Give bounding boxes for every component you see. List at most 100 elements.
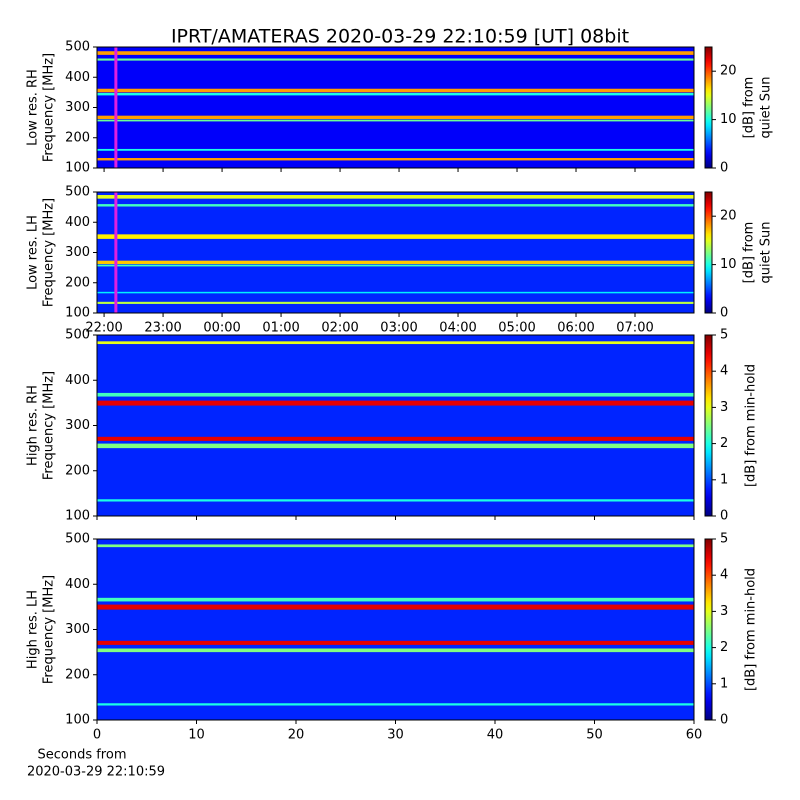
- heatmap-band: [97, 400, 694, 406]
- x-tick-label: 0: [93, 728, 101, 743]
- y-label: Low res. RH: [26, 69, 41, 146]
- y-tick-label: 200: [65, 463, 90, 478]
- y-label: Frequency [MHz]: [42, 371, 57, 480]
- colorbar-tick-label: 0: [720, 509, 728, 524]
- x-tick-label: 60: [686, 728, 703, 743]
- colorbar-label: quiet Sun: [759, 76, 774, 138]
- colorbar-tick-label: 0: [720, 713, 728, 728]
- heatmap-band: [97, 436, 694, 441]
- y-label: High res. LH: [26, 590, 41, 669]
- x-tick-label: 03:00: [380, 321, 417, 336]
- x-tick-label: 04:00: [439, 321, 476, 336]
- figure-title: IPRT/AMATERAS 2020-03-29 22:10:59 [UT] 0…: [171, 26, 629, 48]
- heatmap-band: [97, 51, 694, 55]
- colorbar-tick-label: 1: [720, 676, 728, 691]
- colorbar-tick-label: 10: [720, 257, 737, 272]
- colorbar-label: [dB] from min-hold: [744, 568, 759, 691]
- heatmap-background: [97, 539, 694, 720]
- y-label: Frequency [MHz]: [42, 53, 57, 162]
- colorbar-tick-label: 20: [720, 209, 737, 224]
- heatmap-band: [97, 341, 694, 345]
- x-label: Seconds from: [37, 748, 126, 763]
- heatmap-band: [97, 640, 694, 645]
- heatmap-band: [97, 58, 694, 61]
- heatmap-band: [97, 92, 694, 96]
- colorbar: [704, 46, 713, 169]
- heatmap-band: [97, 88, 694, 93]
- y-tick-label: 400: [65, 577, 90, 592]
- y-label: Low res. LH: [26, 215, 41, 290]
- y-label: High res. RH: [26, 385, 41, 466]
- colorbar-tick-label: 2: [720, 436, 728, 451]
- colorbar-tick-label: 5: [720, 328, 728, 343]
- colorbar-tick-label: 3: [720, 604, 728, 619]
- y-tick-label: 100: [65, 509, 90, 524]
- y-tick-label: 500: [65, 185, 90, 200]
- x-tick-label: 20: [288, 728, 305, 743]
- y-tick-label: 500: [65, 328, 90, 343]
- heatmap-band: [97, 544, 694, 548]
- colorbar-label: [dB] from min-hold: [744, 364, 759, 487]
- colorbar-tick-label: 0: [720, 306, 728, 321]
- x-tick-label: 10: [188, 728, 205, 743]
- heatmap-band: [97, 443, 694, 449]
- x-tick-label: 05:00: [498, 321, 535, 336]
- y-tick-label: 400: [65, 373, 90, 388]
- colorbar-tick-label: 4: [720, 364, 728, 379]
- heatmap-band: [97, 204, 694, 207]
- heatmap-band: [97, 604, 694, 610]
- heatmap-background: [97, 192, 694, 313]
- colorbar-tick-label: 2: [720, 640, 728, 655]
- colorbar-label: quiet Sun: [759, 221, 774, 283]
- x-tick-label: 22:00: [85, 321, 122, 336]
- y-tick-label: 400: [65, 70, 90, 85]
- colorbar-tick-label: 4: [720, 568, 728, 583]
- heatmap-band: [97, 264, 694, 267]
- x-tick-label: 30: [387, 728, 404, 743]
- heatmap-background: [97, 335, 694, 516]
- heatmap-band: [97, 234, 694, 239]
- colorbar: [704, 538, 713, 721]
- colorbar-tick-label: 1: [720, 472, 728, 487]
- heatmap-band: [97, 148, 694, 151]
- x-tick-label: 00:00: [203, 321, 240, 336]
- y-tick-label: 100: [65, 713, 90, 728]
- heatmap-band: [97, 392, 694, 397]
- colorbar-tick-label: 10: [720, 112, 737, 127]
- colorbar-label: [dB] from: [742, 77, 757, 139]
- heatmap-band: [97, 291, 694, 294]
- y-tick-label: 500: [65, 532, 90, 547]
- x-tick-label: 07:00: [616, 321, 653, 336]
- heatmap-band: [97, 597, 694, 602]
- y-tick-label: 200: [65, 667, 90, 682]
- x-tick-label: 23:00: [144, 321, 181, 336]
- y-tick-label: 500: [65, 40, 90, 55]
- y-label: Frequency [MHz]: [42, 575, 57, 684]
- x-tick-label: 02:00: [321, 321, 358, 336]
- colorbar-tick-label: 0: [720, 161, 728, 176]
- y-tick-label: 200: [65, 130, 90, 145]
- heatmap-band: [97, 301, 694, 304]
- colorbar-tick-label: 5: [720, 532, 728, 547]
- colorbar: [704, 191, 713, 314]
- colorbar: [704, 334, 713, 517]
- x-tick-label: 40: [487, 728, 504, 743]
- colorbar-tick-label: 20: [720, 64, 737, 79]
- y-tick-label: 100: [65, 306, 90, 321]
- x-tick-label: 06:00: [557, 321, 594, 336]
- heatmap-band: [97, 119, 694, 122]
- y-tick-label: 300: [65, 622, 90, 637]
- y-tick-label: 300: [65, 100, 90, 115]
- y-tick-label: 100: [65, 161, 90, 176]
- y-tick-label: 400: [65, 215, 90, 230]
- y-tick-label: 200: [65, 275, 90, 290]
- y-tick-label: 300: [65, 418, 90, 433]
- heatmap-band: [97, 648, 694, 653]
- heatmap-band: [97, 115, 694, 119]
- colorbar-label: [dB] from: [742, 222, 757, 284]
- x-tick-label: 50: [586, 728, 603, 743]
- colorbar-tick-label: 3: [720, 400, 728, 415]
- heatmap-band: [97, 158, 694, 161]
- x-label: 2020-03-29 22:10:59: [27, 765, 165, 780]
